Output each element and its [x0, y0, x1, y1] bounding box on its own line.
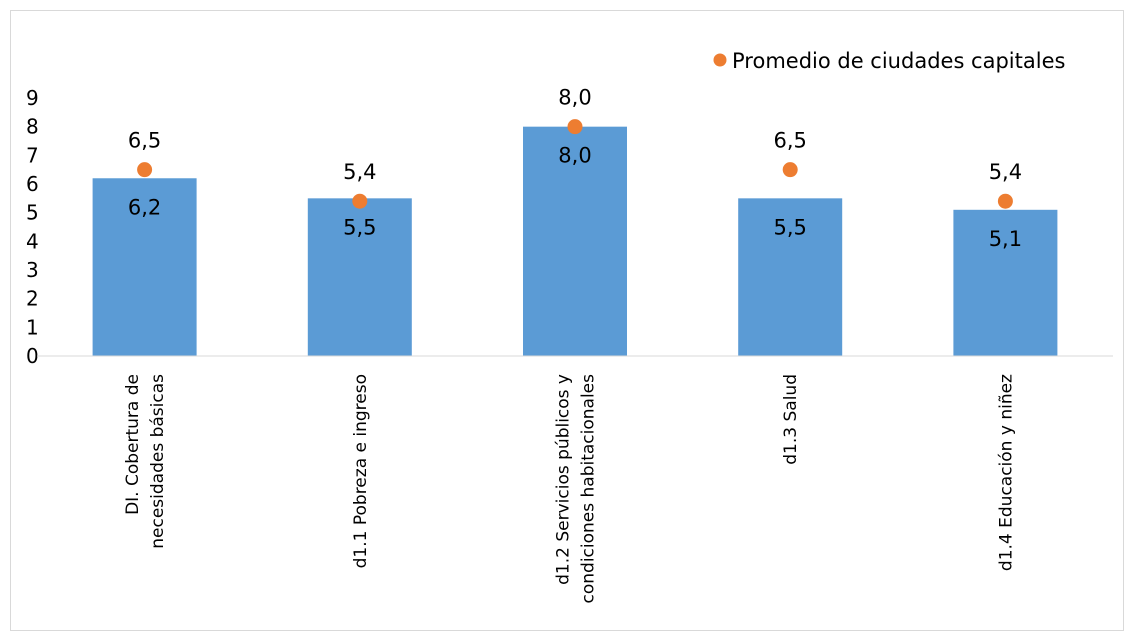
- legend: Promedio de ciudades capitales: [713, 49, 1065, 73]
- bar-labels: 6,2 5,5 8,0 5,5 5,1: [128, 144, 1022, 251]
- average-point: [997, 193, 1013, 209]
- bar: [92, 178, 197, 356]
- bar: [738, 198, 843, 356]
- x-tick-label: d1.3 Salud: [781, 374, 801, 465]
- average-point: [352, 193, 368, 209]
- average-point-series: [137, 119, 1013, 209]
- y-tick-label: 9: [26, 86, 39, 110]
- y-axis: 0 1 2 3 4 5 6 7 8 9: [26, 86, 39, 368]
- legend-label: Promedio de ciudades capitales: [732, 49, 1065, 73]
- y-tick-label: 1: [26, 315, 39, 339]
- x-tick-label-line: d1.1 Pobreza e ingreso: [351, 374, 371, 568]
- x-tick-label-text: DI. Cobertura de necesidades básicas: [123, 374, 168, 549]
- average-point-label: 5,4: [343, 160, 376, 184]
- x-tick-label-text: d1.3 Salud: [781, 374, 801, 465]
- y-tick-label: 4: [26, 229, 39, 253]
- x-tick-label-line: d1.3 Salud: [781, 374, 801, 465]
- x-tick-label: d1.1 Pobreza e ingreso: [351, 374, 371, 568]
- x-tick-label-text: d1.4 Educación y niñez: [996, 374, 1016, 571]
- bar-series: [92, 126, 1058, 357]
- x-tick-label: DI. Cobertura de necesidades básicas: [123, 374, 168, 549]
- bar-data-label: 5,5: [773, 215, 806, 239]
- x-tick-label-line: DI. Cobertura de: [123, 374, 143, 515]
- bar: [523, 126, 627, 357]
- x-axis: DI. Cobertura de necesidades básicas d1.1 …: [123, 374, 1016, 604]
- bar: [307, 198, 412, 356]
- x-tick-label: d1.2 Servicios públicos y condiciones hab…: [554, 374, 599, 604]
- x-tick-label-line: d1.2 Servicios públicos y: [554, 374, 574, 585]
- bar-data-label: 5,1: [989, 227, 1022, 251]
- y-tick-label: 8: [26, 115, 39, 139]
- legend-marker: [713, 53, 727, 67]
- bar-data-label: 8,0: [558, 144, 591, 168]
- x-tick-label-text: d1.1 Pobreza e ingreso: [351, 374, 371, 568]
- bar-data-label: 6,2: [128, 195, 161, 219]
- x-tick-label-text: d1.2 Servicios públicos y condiciones hab…: [554, 374, 599, 604]
- bar: [953, 209, 1058, 356]
- average-point: [782, 162, 798, 178]
- average-point-labels: 6,5 5,4 8,0 6,5 5,4: [128, 86, 1022, 185]
- bar-data-label: 5,5: [343, 215, 376, 239]
- y-tick-label: 6: [26, 172, 39, 196]
- average-point-label: 6,5: [128, 129, 161, 153]
- y-tick-label: 2: [26, 287, 39, 311]
- y-tick-label: 0: [26, 344, 39, 368]
- average-point-label: 5,4: [989, 160, 1022, 184]
- average-point: [137, 162, 153, 178]
- average-point-label: 8,0: [558, 86, 591, 110]
- x-tick-label-line: necesidades básicas: [148, 374, 168, 549]
- y-tick-label: 3: [26, 258, 39, 282]
- x-tick-label: d1.4 Educación y niñez: [996, 374, 1016, 571]
- y-tick-label: 5: [26, 201, 39, 225]
- x-tick-label-line: d1.4 Educación y niñez: [996, 374, 1016, 571]
- x-tick-label-line: condiciones habitacionales: [579, 374, 599, 604]
- y-tick-label: 7: [26, 143, 39, 167]
- average-point-label: 6,5: [773, 129, 806, 153]
- average-point: [567, 119, 583, 135]
